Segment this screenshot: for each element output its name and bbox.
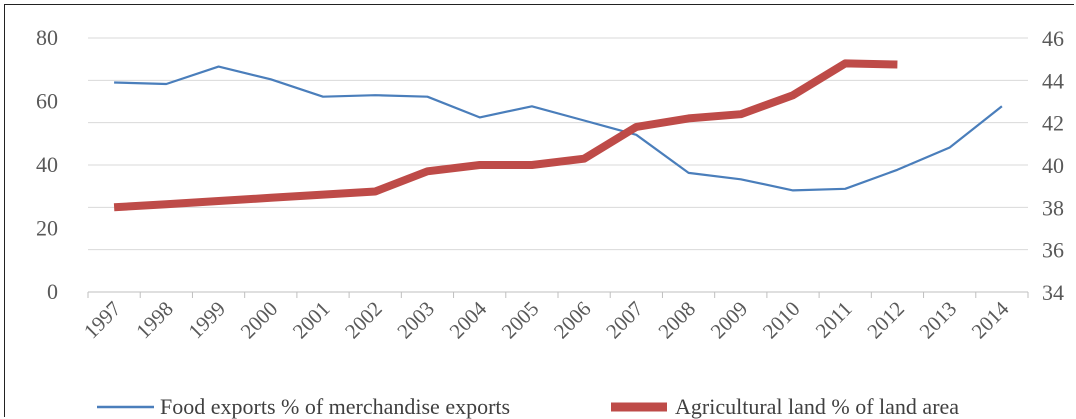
x-axis: 1997 1998 1999 2000 2001 2002 2003 2004 2005 2006… (79, 291, 1029, 344)
right-tick-label: 34 (1042, 280, 1064, 305)
right-tick-label: 44 (1042, 68, 1064, 93)
legend-label-food-exports: Food exports % of merchandise exports (160, 394, 510, 419)
x-tick-label: 2013 (915, 297, 962, 344)
x-tick-label: 2012 (862, 297, 909, 344)
right-tick-label: 36 (1042, 238, 1064, 263)
left-tick-label: 0 (47, 279, 58, 304)
x-tick-label: 2003 (392, 297, 439, 344)
chart-frame (4, 4, 1074, 417)
right-axis-ticks: 34 36 38 40 42 44 46 (1042, 26, 1064, 305)
series-line-agricultural-land (113, 59, 898, 212)
left-tick-label: 60 (36, 89, 58, 114)
x-tick-label: 1998 (131, 297, 178, 344)
legend: Food exports % of merchandise exports Ag… (97, 394, 959, 419)
left-tick-label: 40 (36, 152, 58, 177)
x-tick-label: 2005 (497, 297, 544, 344)
left-axis-ticks: 0 20 40 60 80 (36, 25, 58, 304)
x-tick-label: 2008 (653, 297, 700, 344)
x-tick-label: 2007 (601, 297, 648, 344)
right-tick-label: 38 (1042, 195, 1064, 220)
x-tick-label: 2002 (340, 297, 387, 344)
series-layer (113, 59, 1003, 212)
right-tick-label: 40 (1042, 153, 1064, 178)
series-line-food-exports (114, 65, 1003, 192)
x-tick-label: 2014 (967, 296, 1014, 343)
x-tick-label: 2001 (288, 297, 335, 344)
x-tick-label: 2009 (706, 297, 753, 344)
x-tick-label: 1997 (79, 297, 126, 344)
x-tick-label: 1999 (183, 297, 230, 344)
right-tick-label: 46 (1042, 26, 1064, 51)
x-tick-label: 2006 (549, 297, 596, 344)
left-tick-label: 80 (36, 25, 58, 50)
legend-label-agricultural-land: Agricultural land % of land area (675, 394, 959, 419)
right-tick-label: 42 (1042, 111, 1064, 136)
x-tick-label: 2000 (236, 297, 283, 344)
x-tick-label: 2004 (445, 296, 492, 343)
left-tick-label: 20 (36, 216, 58, 241)
x-tick-label: 2010 (758, 297, 805, 344)
x-tick-label: 2011 (811, 297, 857, 343)
